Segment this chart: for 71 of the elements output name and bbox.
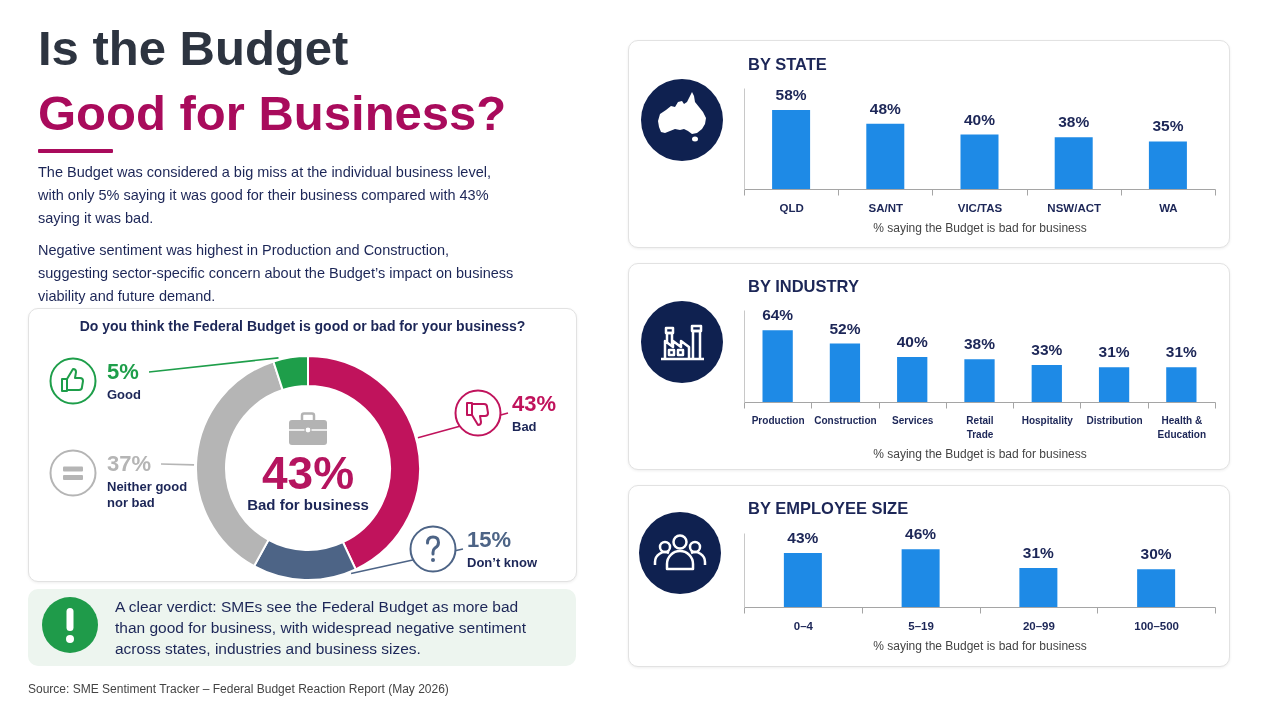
- text: 43%: [261, 447, 355, 499]
- data-label: 43%: [787, 528, 819, 546]
- x-axis-title: % saying the Budget is bad for business: [873, 221, 1087, 235]
- bar: [1166, 367, 1197, 402]
- data-label: 40%: [896, 333, 928, 351]
- text: Is the Budget: [38, 20, 349, 76]
- data-label: 40%: [963, 110, 996, 128]
- slice-label: Neither good nor bad: [107, 479, 189, 511]
- text: The Budget was considered a big miss at the individual business level, with only 5% saying it was good for their business compared with 43% saying it was bad.: [38, 163, 492, 228]
- x-tick-label: Construction: [814, 414, 877, 426]
- data-label: 33%: [1031, 340, 1063, 358]
- data-label: 58%: [775, 86, 807, 104]
- bar: [1054, 137, 1093, 189]
- bar: [762, 330, 793, 402]
- bar: [1019, 568, 1058, 607]
- bar: [783, 552, 822, 607]
- x-tick-label: Distribution: [1086, 414, 1143, 426]
- data-label: 31%: [1022, 544, 1055, 562]
- bar: [897, 357, 928, 402]
- data-label: 15%: [467, 527, 512, 553]
- bar: [901, 549, 940, 607]
- data-label: 64%: [762, 306, 794, 324]
- x-tick-label: 100–500: [1134, 619, 1180, 632]
- bar: [964, 359, 995, 402]
- x-tick-label: QLD: [779, 201, 804, 214]
- x-tick-label: SA/NT: [868, 201, 904, 214]
- bar: [829, 343, 861, 402]
- bar: [1137, 569, 1176, 607]
- data-label: 43%: [512, 391, 557, 417]
- source-note: Source: SME Sentiment Tracker – Federal Budget Reaction Report (May 2026): [28, 682, 449, 696]
- bar: [960, 134, 999, 189]
- bar: [1148, 141, 1187, 189]
- bar: [866, 123, 905, 189]
- data-label: 5%: [107, 359, 139, 385]
- text: Bad for business: [247, 496, 369, 514]
- x-tick-label: NSW/ACT: [1047, 201, 1102, 214]
- bar: [772, 110, 811, 189]
- data-label: 35%: [1152, 117, 1184, 135]
- text: Good for Business?: [38, 85, 507, 141]
- data-label: 46%: [905, 525, 937, 543]
- x-tick-label: Services: [892, 414, 934, 426]
- chart-title: BY EMPLOYEE SIZE: [748, 498, 909, 518]
- x-tick-label: Production: [751, 414, 805, 426]
- x-tick-label: Hospitality: [1021, 414, 1074, 426]
- bar: [1098, 367, 1130, 402]
- x-axis-title: % saying the Budget is bad for business: [873, 639, 1087, 653]
- chart-title: BY STATE: [748, 54, 827, 74]
- text: A clear verdict: SMEs see the Federal Budget as more bad than good for business, with widespread negative sentiment across states, industries and business sizes.: [115, 597, 527, 659]
- x-tick-label: VIC/TAS: [957, 201, 1003, 214]
- data-label: 30%: [1140, 545, 1172, 563]
- x-tick-label: WA: [1159, 201, 1178, 214]
- x-tick-label: 20–99: [1022, 619, 1055, 632]
- chart-title: Do you think the Federal Budget is good or bad for your business?: [78, 318, 527, 334]
- data-label: 48%: [869, 99, 902, 117]
- data-label: 37%: [107, 451, 152, 477]
- x-tick-label: 5–19: [908, 619, 934, 632]
- chart-title: BY INDUSTRY: [748, 276, 859, 296]
- slice-label: Bad: [512, 419, 537, 435]
- slice-label: Good: [107, 387, 141, 403]
- x-tick-label: Retail Trade: [966, 414, 994, 440]
- data-label: 52%: [829, 319, 861, 337]
- x-tick-label: Health & Education: [1157, 414, 1207, 440]
- data-label: 38%: [1058, 113, 1090, 131]
- x-axis-title: % saying the Budget is bad for business: [873, 446, 1087, 461]
- data-label: 31%: [1098, 343, 1130, 361]
- data-label: 38%: [963, 335, 996, 353]
- x-tick-label: 0–4: [793, 619, 814, 632]
- bar: [1031, 364, 1062, 402]
- slice-label: Don’t know: [467, 555, 538, 571]
- text: Negative sentiment was highest in Production and Construction, suggesting sector-specific concern about the Budget’s impact on business viability and future demand.: [38, 241, 515, 306]
- data-label: 31%: [1165, 343, 1198, 361]
